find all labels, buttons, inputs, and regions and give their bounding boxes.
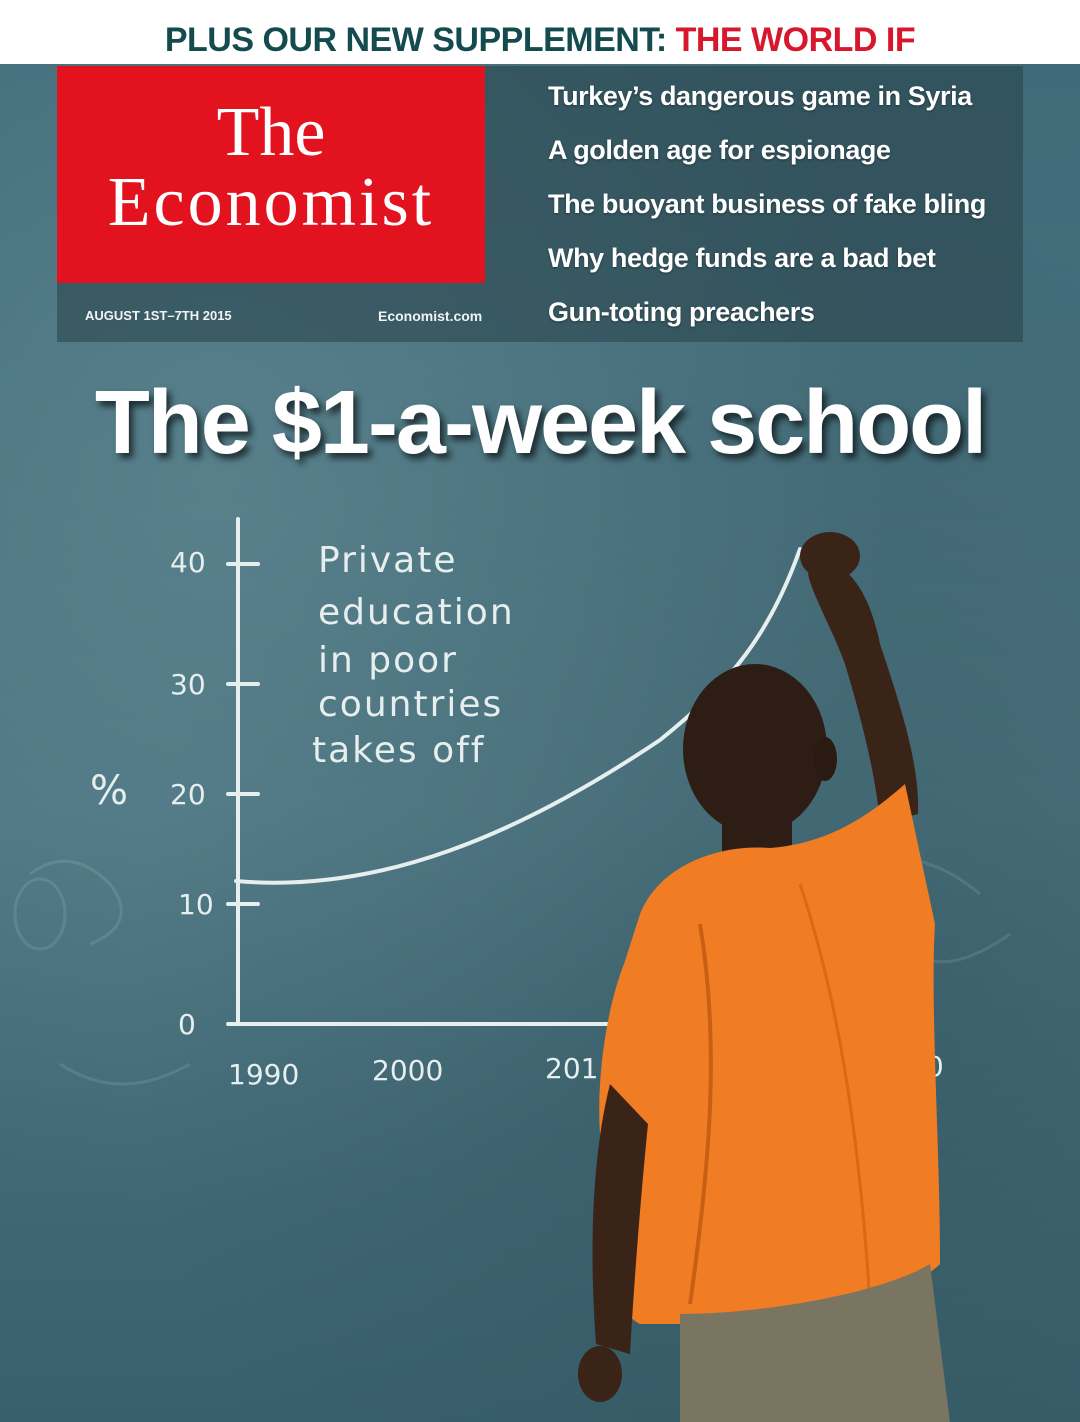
chalk-note-line: countries <box>318 684 503 725</box>
student-hand <box>800 532 860 580</box>
x-tick-label: 201 <box>545 1052 598 1085</box>
x-tick-label: 2000 <box>372 1054 443 1087</box>
y-tick-label: 0 <box>178 1008 196 1041</box>
teaser-list: Turkey’s dangerous game in Syria A golde… <box>548 78 986 348</box>
chalk-note: Private education in poor countries take… <box>312 540 515 771</box>
teaser-item[interactable]: Turkey’s dangerous game in Syria <box>548 81 972 111</box>
website-link[interactable]: Economist.com <box>378 308 483 324</box>
chalk-curve <box>234 547 802 885</box>
chalk-smudges <box>13 856 1011 1086</box>
chalk-note-line: in poor <box>318 640 458 681</box>
banner-accent-text: THE WORLD IF <box>675 21 916 59</box>
student-arm <box>808 556 919 824</box>
student-shorts <box>680 1264 950 1422</box>
teaser-item[interactable]: Why hedge funds are a bad bet <box>548 243 936 273</box>
y-tick-labels: 40 30 20 10 0 % <box>90 546 214 1041</box>
y-tick-label: 20 <box>170 778 206 811</box>
student-shirt <box>599 784 940 1324</box>
y-unit-label: % <box>90 768 128 814</box>
y-tick-label: 30 <box>170 668 206 701</box>
teaser-item[interactable]: Gun-toting preachers <box>548 297 815 327</box>
masthead-line-2: Economist <box>107 164 435 241</box>
supplement-banner: PLUS OUR NEW SUPPLEMENT: THE WORLD IF <box>0 0 1080 64</box>
chalk-note-line: education <box>318 592 515 633</box>
chalk-note-line: Private <box>318 540 458 581</box>
chalk-note-line: takes off <box>312 730 485 771</box>
y-tick-label: 40 <box>170 546 206 579</box>
y-tick-label: 10 <box>178 888 214 921</box>
student-head <box>683 664 827 834</box>
cover-image-area: The Economist AUGUST 1ST–7TH 2015 Econom… <box>0 64 1080 1422</box>
cover-headline[interactable]: The $1-a-week school <box>94 373 987 473</box>
masthead-logo: The Economist <box>57 66 485 283</box>
chalkboard-photo: 40 30 20 10 0 % 1990 2000 201 30 Private… <box>13 517 1011 1422</box>
student-figure <box>578 532 950 1422</box>
teaser-item[interactable]: The buoyant business of fake bling <box>548 189 986 219</box>
issue-date: AUGUST 1ST–7TH 2015 <box>85 308 232 323</box>
teaser-item[interactable]: A golden age for espionage <box>548 135 891 165</box>
masthead-line-1: The <box>216 94 326 171</box>
banner-lead-text: PLUS OUR NEW SUPPLEMENT: <box>164 21 676 59</box>
x-tick-label: 1990 <box>228 1058 299 1091</box>
